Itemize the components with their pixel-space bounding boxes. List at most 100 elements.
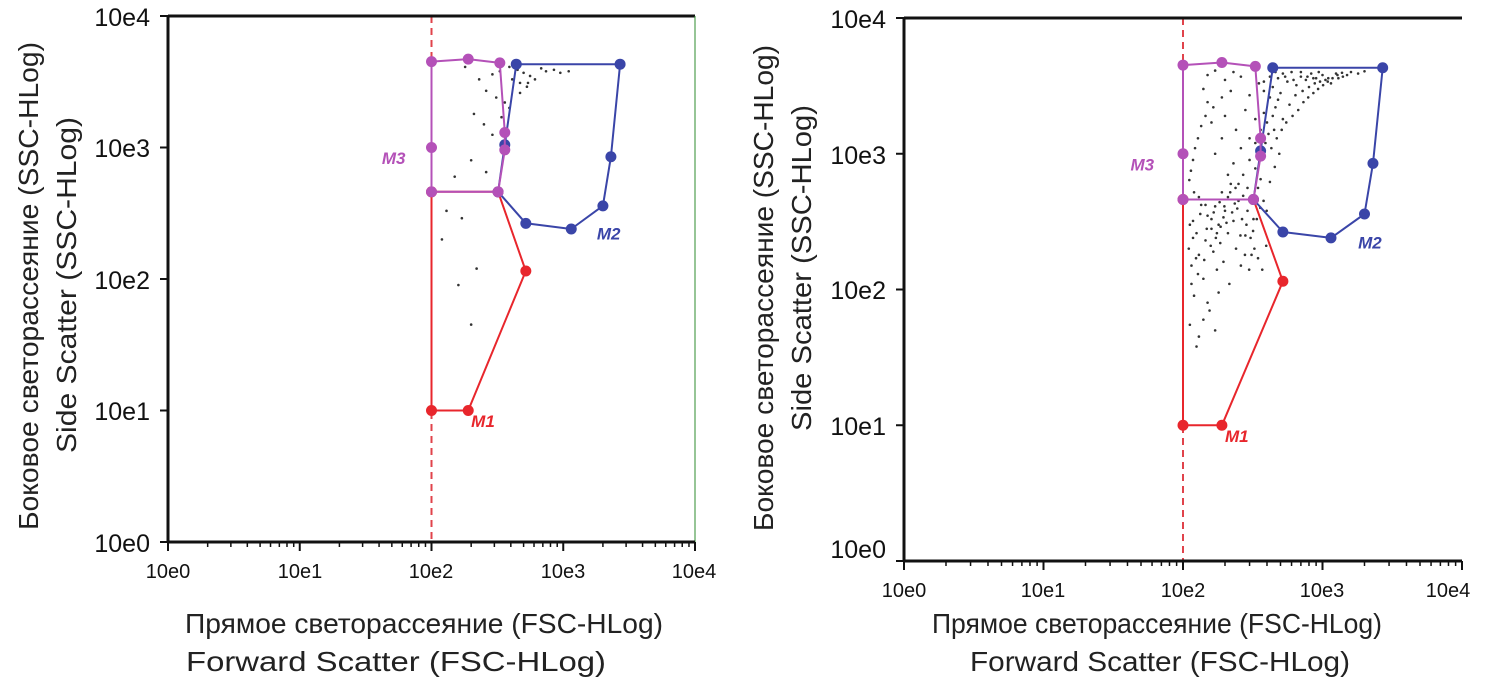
- event-point: [1302, 100, 1305, 104]
- event-point: [1267, 132, 1270, 136]
- event-point: [1314, 76, 1318, 80]
- event-point: [1304, 78, 1308, 82]
- gate-m1-vertex: [520, 265, 532, 277]
- event-point: [1210, 227, 1213, 231]
- event-point: [1321, 73, 1324, 77]
- event-point: [469, 323, 473, 326]
- gate-m1-vertex: [426, 405, 437, 416]
- gate-m2-vertex: [597, 200, 609, 212]
- event-point: [1191, 219, 1195, 223]
- event-point: [1188, 223, 1192, 227]
- event-point: [518, 81, 522, 85]
- event-point: [1277, 152, 1281, 156]
- event-point: [1274, 105, 1277, 109]
- event-point: [567, 69, 571, 73]
- event-point: [510, 78, 514, 81]
- event-point: [1210, 217, 1213, 221]
- event-point: [1256, 256, 1260, 260]
- event-point: [1251, 229, 1255, 233]
- event-point: [1226, 231, 1230, 235]
- event-point: [1237, 182, 1240, 186]
- event-point: [1281, 72, 1285, 75]
- event-point: [1275, 136, 1279, 140]
- event-point: [1228, 282, 1231, 286]
- x-axis-title-ru: Прямое светорассеяние (FSC-HLog): [185, 608, 663, 639]
- event-point: [1316, 87, 1320, 91]
- event-point: [1206, 214, 1209, 217]
- y-tick-label: 10e0: [94, 530, 150, 558]
- event-point: [1321, 83, 1325, 87]
- event-point: [1230, 211, 1234, 214]
- event-point: [1260, 268, 1264, 271]
- event-point: [1259, 177, 1262, 181]
- gate-m2-vertex: [1277, 226, 1289, 238]
- event-point: [463, 65, 467, 69]
- event-point: [1191, 158, 1195, 162]
- gate-m1-label: M1: [1225, 427, 1249, 446]
- gate-m2-vertex: [614, 58, 626, 70]
- event-point: [1215, 231, 1219, 235]
- gate-m2-vertex: [1367, 157, 1379, 169]
- event-point: [1254, 167, 1257, 170]
- event-point: [1199, 124, 1203, 128]
- y-tick-label: 10e1: [94, 398, 150, 426]
- event-point: [1234, 186, 1237, 190]
- event-point: [1213, 329, 1217, 332]
- event-point: [1255, 217, 1259, 221]
- gate-m3-vertex: [494, 57, 506, 69]
- gate-m1-label: M1: [471, 412, 495, 431]
- x-tick-label: 10e2: [409, 561, 454, 583]
- event-point: [1222, 260, 1225, 264]
- gate-m3-vertex: [426, 142, 437, 153]
- event-point: [1291, 114, 1294, 118]
- event-point: [1212, 105, 1215, 109]
- event-point: [522, 71, 525, 75]
- event-point: [1268, 180, 1272, 184]
- event-point: [1209, 244, 1213, 248]
- event-point: [491, 133, 494, 137]
- event-point: [1190, 264, 1193, 267]
- ticks-layer: [896, 17, 1463, 570]
- x-axis-title-en: Forward Scatter (FSC-HLog): [186, 646, 606, 677]
- event-point: [1232, 162, 1235, 165]
- y-tick-label: 10e4: [94, 4, 150, 32]
- event-point: [1220, 136, 1224, 140]
- event-point: [1244, 108, 1247, 112]
- event-point: [1252, 217, 1255, 221]
- event-point: [1309, 72, 1313, 75]
- gate-m2-vertex: [1358, 208, 1370, 220]
- x-tick-label: 10e4: [672, 561, 717, 583]
- event-point: [1189, 169, 1193, 173]
- event-point: [1196, 136, 1200, 140]
- event-point: [1225, 221, 1228, 225]
- gate-m3-vertex: [1177, 194, 1189, 206]
- gate-m2-vertex: [520, 217, 532, 229]
- event-point: [1294, 93, 1297, 97]
- event-point: [1191, 236, 1195, 240]
- gate-m1-vertex: [1277, 275, 1289, 287]
- scatter-chart-right: M1 M2 M3 10e4 10e3 10e2 10e1 10e0 10e0 10e…: [748, 6, 1470, 677]
- event-point: [1248, 136, 1251, 140]
- gates-layer: M1 M2 M3: [1130, 57, 1389, 446]
- event-point: [1312, 91, 1315, 95]
- event-point: [1318, 80, 1322, 83]
- event-point: [1213, 69, 1217, 72]
- event-point: [440, 238, 444, 241]
- event-point: [475, 267, 478, 270]
- event-point: [1288, 103, 1291, 106]
- event-point: [1317, 70, 1321, 74]
- event-point: [1271, 114, 1275, 118]
- gate-m2-label: M2: [597, 224, 621, 243]
- event-point: [1187, 247, 1191, 250]
- event-point: [1233, 202, 1237, 205]
- gate-m1-vertex: [1216, 419, 1228, 431]
- y-axis-title-ru: Боковое светорассеяние (SSC-HLog): [748, 45, 779, 531]
- event-point: [1329, 82, 1333, 85]
- event-point: [1340, 71, 1344, 75]
- event-point: [1234, 247, 1238, 250]
- x-axis-title-en: Forward Scatter (FSC-HLog): [970, 646, 1350, 677]
- event-point: [1356, 72, 1360, 75]
- gate-m3-vertex: [1177, 59, 1189, 71]
- event-point: [1220, 96, 1224, 99]
- event-point: [1232, 219, 1235, 223]
